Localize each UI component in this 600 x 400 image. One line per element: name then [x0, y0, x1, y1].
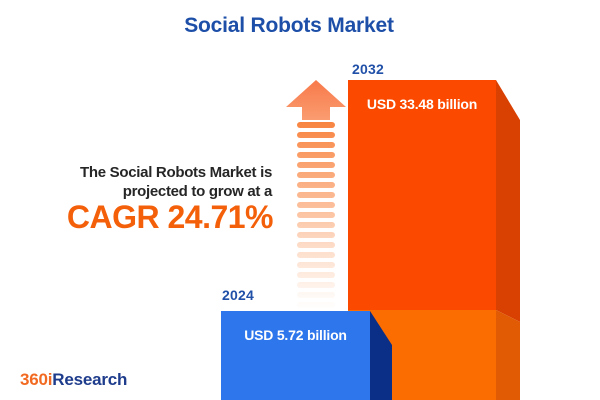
bar-2032-side-lower — [496, 310, 520, 400]
bar-2024 — [221, 311, 392, 400]
bar-2032-side-upper — [496, 80, 520, 322]
bar-2024-side — [370, 311, 392, 400]
brand-logo-research: Research — [52, 370, 128, 389]
growth-arrow-icon — [286, 80, 346, 308]
bar-2024-front — [221, 311, 370, 400]
year-label-2024: 2024 — [222, 287, 254, 303]
chart-title: Social Robots Market — [184, 14, 394, 37]
bar-2032 — [348, 80, 520, 400]
cagr-value: CAGR 24.71% — [66, 199, 274, 235]
growth-statement-line1: The Social Robots Market is — [80, 164, 272, 181]
growth-statement: The Social Robots Market is projected to… — [80, 163, 272, 201]
growth-statement-line2: projected to grow at a — [122, 183, 273, 200]
brand-logo-360i: 360i — [20, 370, 53, 389]
year-label-2032: 2032 — [352, 61, 384, 77]
bar-2024-value-label: USD 5.72 billion — [244, 327, 347, 343]
brand-logo: 360iResearch — [20, 370, 127, 390]
bar-2032-front-upper — [348, 80, 496, 310]
bar-2032-value-label: USD 33.48 billion — [366, 96, 478, 112]
